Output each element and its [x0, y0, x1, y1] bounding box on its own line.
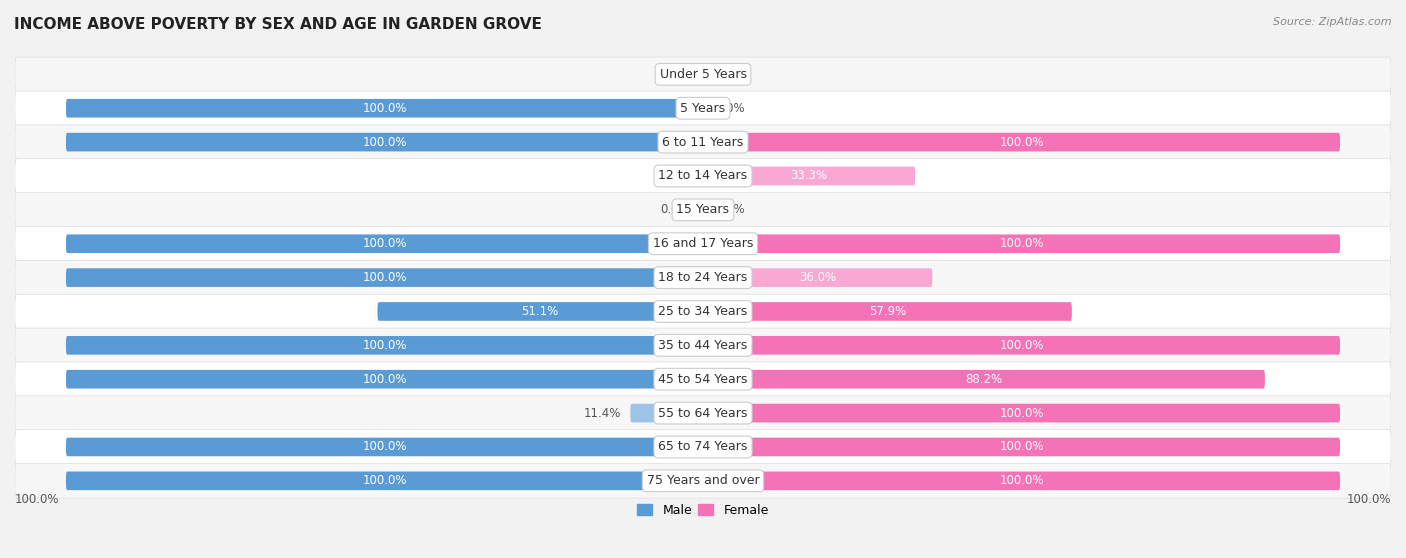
Text: 100.0%: 100.0%: [1000, 474, 1043, 487]
FancyBboxPatch shape: [703, 234, 1340, 253]
FancyBboxPatch shape: [703, 268, 932, 287]
FancyBboxPatch shape: [15, 328, 1391, 363]
Text: 0.0%: 0.0%: [716, 203, 745, 217]
Text: 100.0%: 100.0%: [1000, 237, 1043, 250]
FancyBboxPatch shape: [15, 158, 1391, 193]
Text: 6 to 11 Years: 6 to 11 Years: [662, 136, 744, 148]
Text: 100.0%: 100.0%: [15, 493, 59, 506]
FancyBboxPatch shape: [15, 396, 1391, 430]
FancyBboxPatch shape: [703, 404, 1340, 422]
Text: 18 to 24 Years: 18 to 24 Years: [658, 271, 748, 284]
FancyBboxPatch shape: [15, 57, 1391, 92]
FancyBboxPatch shape: [66, 336, 703, 355]
Text: 100.0%: 100.0%: [1000, 440, 1043, 454]
Text: Under 5 Years: Under 5 Years: [659, 68, 747, 81]
FancyBboxPatch shape: [703, 167, 915, 185]
FancyBboxPatch shape: [703, 336, 1340, 355]
FancyBboxPatch shape: [66, 234, 703, 253]
FancyBboxPatch shape: [15, 227, 1391, 261]
FancyBboxPatch shape: [66, 268, 703, 287]
FancyBboxPatch shape: [703, 133, 1340, 151]
Text: 55 to 64 Years: 55 to 64 Years: [658, 407, 748, 420]
Text: 0.0%: 0.0%: [716, 68, 745, 81]
Text: 0.0%: 0.0%: [716, 102, 745, 115]
Text: 15 Years: 15 Years: [676, 203, 730, 217]
FancyBboxPatch shape: [66, 370, 703, 388]
Text: 75 Years and over: 75 Years and over: [647, 474, 759, 487]
Text: 100.0%: 100.0%: [363, 474, 406, 487]
Text: 100.0%: 100.0%: [1000, 407, 1043, 420]
Legend: Male, Female: Male, Female: [633, 499, 773, 522]
FancyBboxPatch shape: [15, 464, 1391, 498]
FancyBboxPatch shape: [15, 362, 1391, 397]
Text: 35 to 44 Years: 35 to 44 Years: [658, 339, 748, 352]
Text: 0.0%: 0.0%: [661, 203, 690, 217]
FancyBboxPatch shape: [66, 99, 703, 118]
Text: 51.1%: 51.1%: [522, 305, 558, 318]
Text: 57.9%: 57.9%: [869, 305, 905, 318]
Text: 16 and 17 Years: 16 and 17 Years: [652, 237, 754, 250]
Text: 45 to 54 Years: 45 to 54 Years: [658, 373, 748, 386]
Text: 0.0%: 0.0%: [661, 170, 690, 182]
Text: 12 to 14 Years: 12 to 14 Years: [658, 170, 748, 182]
Text: 100.0%: 100.0%: [363, 440, 406, 454]
FancyBboxPatch shape: [703, 370, 1265, 388]
FancyBboxPatch shape: [15, 261, 1391, 295]
FancyBboxPatch shape: [377, 302, 703, 321]
FancyBboxPatch shape: [630, 404, 703, 422]
Text: 25 to 34 Years: 25 to 34 Years: [658, 305, 748, 318]
Text: 100.0%: 100.0%: [363, 237, 406, 250]
FancyBboxPatch shape: [15, 430, 1391, 464]
Text: 11.4%: 11.4%: [583, 407, 621, 420]
Text: Source: ZipAtlas.com: Source: ZipAtlas.com: [1274, 17, 1392, 27]
Text: 100.0%: 100.0%: [363, 271, 406, 284]
Text: 88.2%: 88.2%: [966, 373, 1002, 386]
FancyBboxPatch shape: [15, 91, 1391, 126]
FancyBboxPatch shape: [15, 125, 1391, 160]
FancyBboxPatch shape: [66, 133, 703, 151]
FancyBboxPatch shape: [15, 294, 1391, 329]
Text: 5 Years: 5 Years: [681, 102, 725, 115]
FancyBboxPatch shape: [15, 193, 1391, 227]
Text: 100.0%: 100.0%: [363, 339, 406, 352]
FancyBboxPatch shape: [703, 472, 1340, 490]
Text: 100.0%: 100.0%: [363, 102, 406, 115]
Text: 33.3%: 33.3%: [790, 170, 828, 182]
FancyBboxPatch shape: [703, 302, 1071, 321]
FancyBboxPatch shape: [66, 472, 703, 490]
Text: 65 to 74 Years: 65 to 74 Years: [658, 440, 748, 454]
Text: 100.0%: 100.0%: [1000, 339, 1043, 352]
Text: 0.0%: 0.0%: [661, 68, 690, 81]
Text: 100.0%: 100.0%: [1347, 493, 1391, 506]
FancyBboxPatch shape: [703, 437, 1340, 456]
Text: INCOME ABOVE POVERTY BY SEX AND AGE IN GARDEN GROVE: INCOME ABOVE POVERTY BY SEX AND AGE IN G…: [14, 17, 541, 32]
Text: 100.0%: 100.0%: [363, 373, 406, 386]
FancyBboxPatch shape: [66, 437, 703, 456]
Text: 36.0%: 36.0%: [799, 271, 837, 284]
Text: 100.0%: 100.0%: [363, 136, 406, 148]
Text: 100.0%: 100.0%: [1000, 136, 1043, 148]
